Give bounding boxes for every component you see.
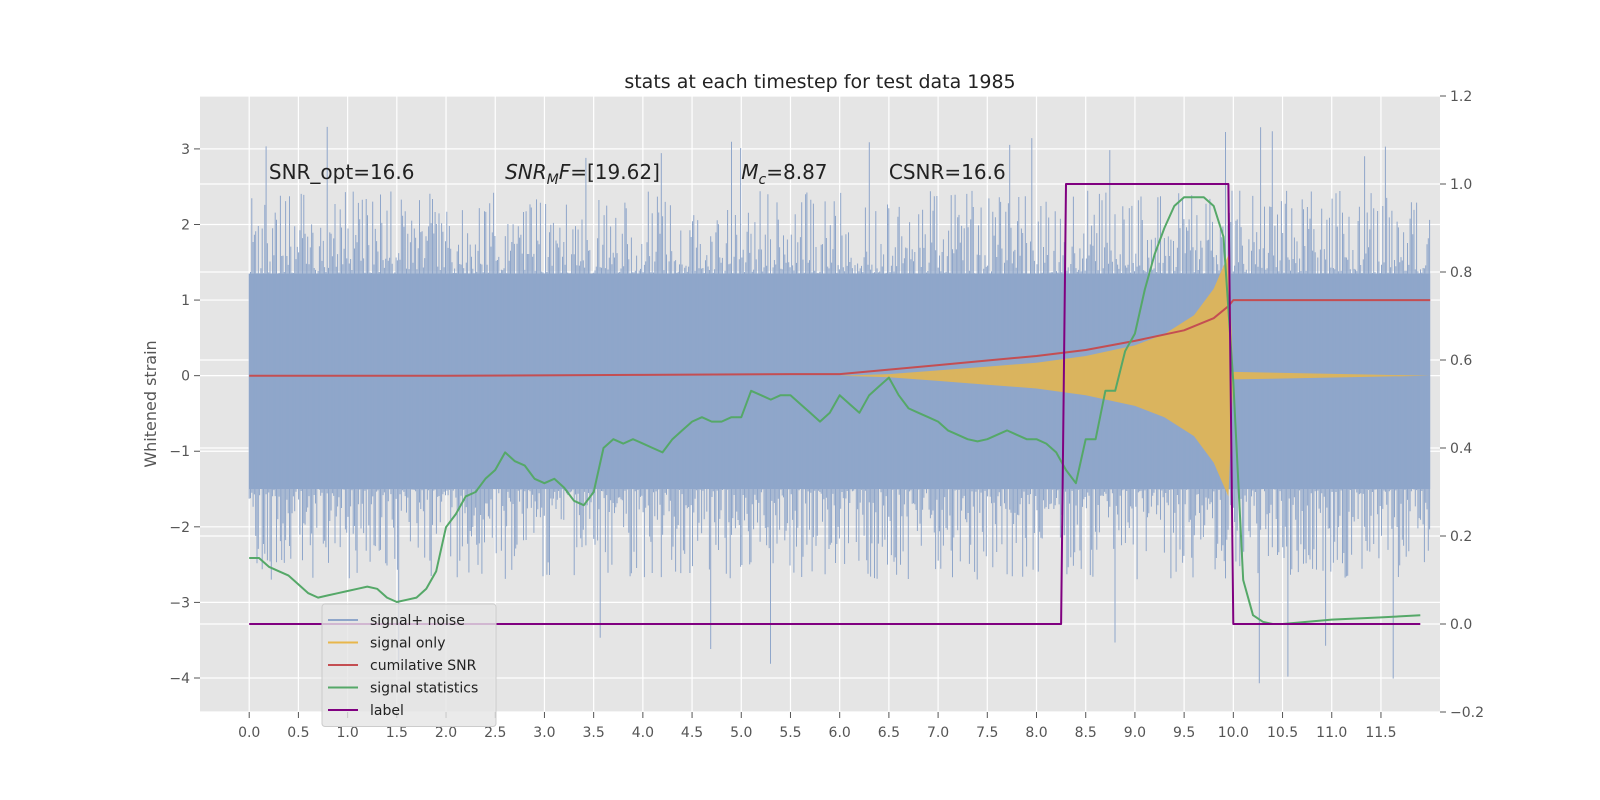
series-line-3 [249, 196, 1421, 625]
x-tick-label: 2.0 [435, 725, 457, 741]
x-tick-label: 5.5 [779, 725, 801, 741]
x-tick-label: 1.5 [386, 725, 408, 741]
x-tick-label: 6.5 [878, 725, 900, 741]
legend-label: signal+ noise [370, 613, 465, 629]
signal-envelope [839, 254, 1431, 497]
series-layer [248, 126, 1431, 684]
y2-tick-label: 1.0 [1450, 177, 1472, 193]
x-tick-label: 8.0 [1025, 725, 1047, 741]
x-tick-label: 10.0 [1218, 725, 1249, 741]
y2-tick-label: 0.8 [1450, 265, 1472, 281]
y2-tick-label: −0.2 [1450, 705, 1484, 721]
x-tick-label: 4.0 [632, 725, 654, 741]
y-tick-label: −1 [169, 444, 190, 460]
x-tick-label: 7.5 [976, 725, 998, 741]
y2-tick-label: 1.2 [1450, 89, 1472, 105]
series-line-4 [249, 183, 1421, 625]
y-tick-label: 2 [181, 217, 190, 233]
annotation: Mc=8.87 [741, 160, 827, 188]
legend-frame [321, 603, 497, 727]
x-tick-label: 5.0 [730, 725, 752, 741]
y-tick-label: 3 [181, 142, 190, 158]
y-tick-label: 1 [181, 293, 190, 309]
y-axis-label: Whitened strain [141, 340, 160, 467]
x-tick-label: 9.5 [1173, 725, 1195, 741]
chart-title: stats at each timestep for test data 198… [624, 71, 1015, 93]
x-tick-label: 3.0 [533, 725, 555, 741]
x-tick-label: 0.5 [287, 725, 309, 741]
x-tick-label: 1.0 [336, 725, 358, 741]
x-tick-label: 0.0 [238, 725, 260, 741]
x-tick-label: 10.5 [1267, 725, 1298, 741]
y-tick-label: −3 [169, 595, 190, 611]
legend: signal+ noise signal only cumilative SNR si… [321, 603, 497, 727]
x-tick-label: 7.0 [927, 725, 949, 741]
y-axis-right: −0.2 0.0 0.2 0.4 0.6 0.8 1.0 1.2 [1440, 89, 1484, 721]
y-tick-label: −2 [169, 520, 190, 536]
y2-tick-label: 0.4 [1450, 441, 1472, 457]
x-tick-label: 8.5 [1075, 725, 1097, 741]
y-tick-label: 0 [181, 369, 190, 385]
y2-tick-label: 0.2 [1450, 529, 1472, 545]
legend-label: cumilative SNR [370, 658, 477, 674]
series-signal-only [839, 254, 1431, 497]
x-axis: 0.0 0.5 1.0 1.5 2.0 2.5 3.0 3.5 4.0 4.5 5.0 5.5 6.0 6… [238, 712, 1397, 741]
x-tick-label: 11.5 [1365, 725, 1396, 741]
x-tick-label: 9.0 [1124, 725, 1146, 741]
x-tick-label: 4.5 [681, 725, 703, 741]
annotation: CSNR=16.6 [889, 160, 1006, 184]
legend-label: signal statistics [370, 681, 478, 697]
y2-tick-label: 0.0 [1450, 617, 1472, 633]
x-tick-label: 3.5 [583, 725, 605, 741]
y-tick-label: −4 [169, 671, 190, 687]
y-axis-left: −4 −3 −2 −1 0 1 2 3 [169, 142, 200, 687]
y2-tick-label: 0.6 [1450, 353, 1472, 369]
x-tick-label: 11.0 [1316, 725, 1347, 741]
legend-label: signal only [370, 636, 445, 652]
annotations: SNR_opt=16.6 SNRMF=[19.62] Mc=8.87 CSNR=16.… [269, 160, 1006, 188]
legend-label: label [370, 703, 404, 719]
x-tick-label: 2.5 [484, 725, 506, 741]
x-tick-label: 6.0 [829, 725, 851, 741]
annotation: SNR_opt=16.6 [269, 160, 415, 184]
annotation: SNRMF=[19.62] [505, 160, 660, 188]
